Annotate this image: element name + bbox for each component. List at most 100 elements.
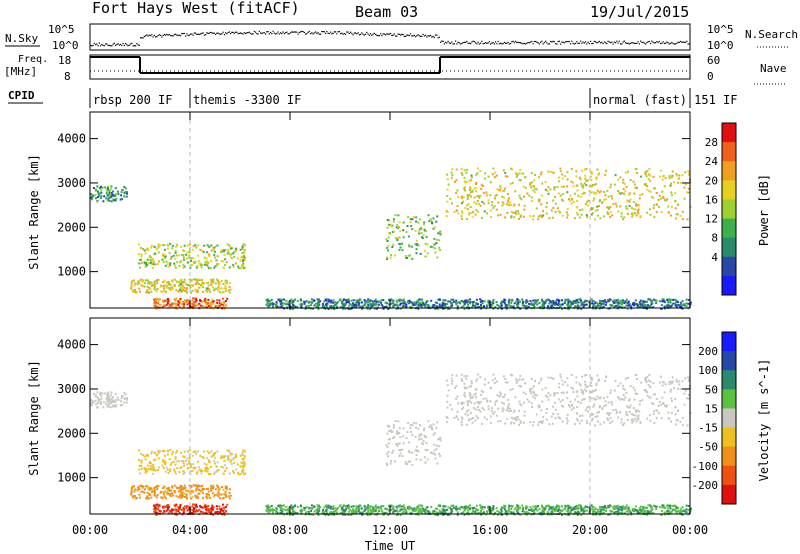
power-point (324, 307, 327, 310)
power-point (214, 282, 217, 285)
velocity-point (167, 492, 170, 495)
noise-point (588, 42, 590, 45)
velocity-point (619, 505, 622, 508)
velocity-point (570, 408, 573, 411)
velocity-point (182, 494, 185, 497)
power-point (524, 186, 527, 189)
power-point (154, 263, 157, 266)
velocity-point (148, 487, 151, 490)
power-point (207, 267, 210, 270)
power-point (546, 305, 549, 308)
noise-point (420, 35, 422, 37)
velocity-point (183, 484, 186, 487)
power-point (225, 289, 228, 292)
power-point (492, 167, 495, 170)
power-point (201, 285, 204, 288)
power-point (104, 186, 107, 189)
velocity-point (572, 506, 575, 509)
velocity-point (163, 459, 166, 462)
power-point (619, 305, 622, 308)
noise-point (417, 34, 419, 36)
velocity-point (417, 510, 420, 513)
velocity-point (498, 395, 501, 398)
power-point (96, 195, 99, 198)
velocity-point (675, 423, 678, 426)
power-point (413, 303, 416, 306)
velocity-point (561, 420, 564, 423)
velocity-point (393, 436, 396, 439)
velocity-point (206, 509, 209, 512)
velocity-point (505, 409, 508, 412)
power-point (559, 211, 562, 214)
noise-point (606, 43, 608, 45)
power-point (479, 204, 482, 207)
power-point (626, 307, 629, 310)
power-point (175, 245, 178, 248)
velocity-point (182, 470, 185, 473)
power-point (683, 197, 686, 200)
velocity-point (143, 468, 146, 471)
power-point (168, 283, 171, 286)
power-point (550, 170, 553, 173)
velocity-point (107, 398, 110, 401)
power-point (594, 218, 597, 221)
velocity-point (387, 438, 390, 441)
power-point (449, 302, 452, 305)
power-point (542, 301, 545, 304)
power-point (660, 307, 663, 310)
power-point (517, 299, 520, 302)
velocity-point (153, 493, 156, 496)
power-point (203, 244, 206, 247)
power-point (592, 304, 595, 307)
noise-point (161, 36, 163, 38)
noise-point (246, 32, 248, 34)
velocity-point (649, 504, 652, 507)
velocity-point (478, 402, 481, 405)
power-point (234, 247, 237, 250)
power-point (561, 214, 564, 217)
velocity-point (147, 488, 150, 491)
power-point (315, 305, 318, 308)
power-point (672, 302, 675, 305)
velocity-point (662, 402, 665, 405)
velocity-point (146, 453, 149, 456)
velocity-point (471, 396, 474, 399)
power-point (492, 298, 495, 301)
noise-point (618, 40, 620, 42)
noise-point (436, 34, 438, 36)
power-point (591, 183, 594, 186)
power-point (681, 307, 684, 310)
power-point (630, 207, 633, 210)
velocity-point (646, 394, 649, 397)
velocity-point (195, 505, 198, 508)
velocity-point (415, 454, 418, 457)
velocity-point (507, 505, 510, 508)
power-point (240, 264, 243, 267)
velocity-point (241, 458, 244, 461)
velocity-point (181, 496, 184, 499)
power-point (174, 257, 177, 260)
power-point (277, 298, 280, 301)
noise-point (517, 41, 519, 43)
power-point (484, 172, 487, 175)
cpid-segment-label: themis -3300 IF (193, 93, 301, 107)
velocity-point (677, 410, 680, 413)
velocity-point (645, 381, 648, 384)
velocity-point (638, 403, 641, 406)
power-point (515, 171, 518, 174)
power-point (387, 249, 390, 252)
power-point (352, 299, 355, 302)
noise-strip (89, 23, 691, 51)
velocity-point (209, 510, 212, 513)
power-point (224, 288, 227, 291)
power-point (382, 299, 385, 302)
noise-point (671, 41, 673, 44)
noise-point (535, 40, 537, 43)
noise-point (383, 33, 385, 35)
velocity-point (613, 389, 616, 392)
power-point (594, 209, 597, 212)
power-point (574, 305, 577, 308)
velocity-point (605, 507, 608, 510)
noise-point (513, 42, 515, 44)
velocity-point (158, 466, 161, 469)
